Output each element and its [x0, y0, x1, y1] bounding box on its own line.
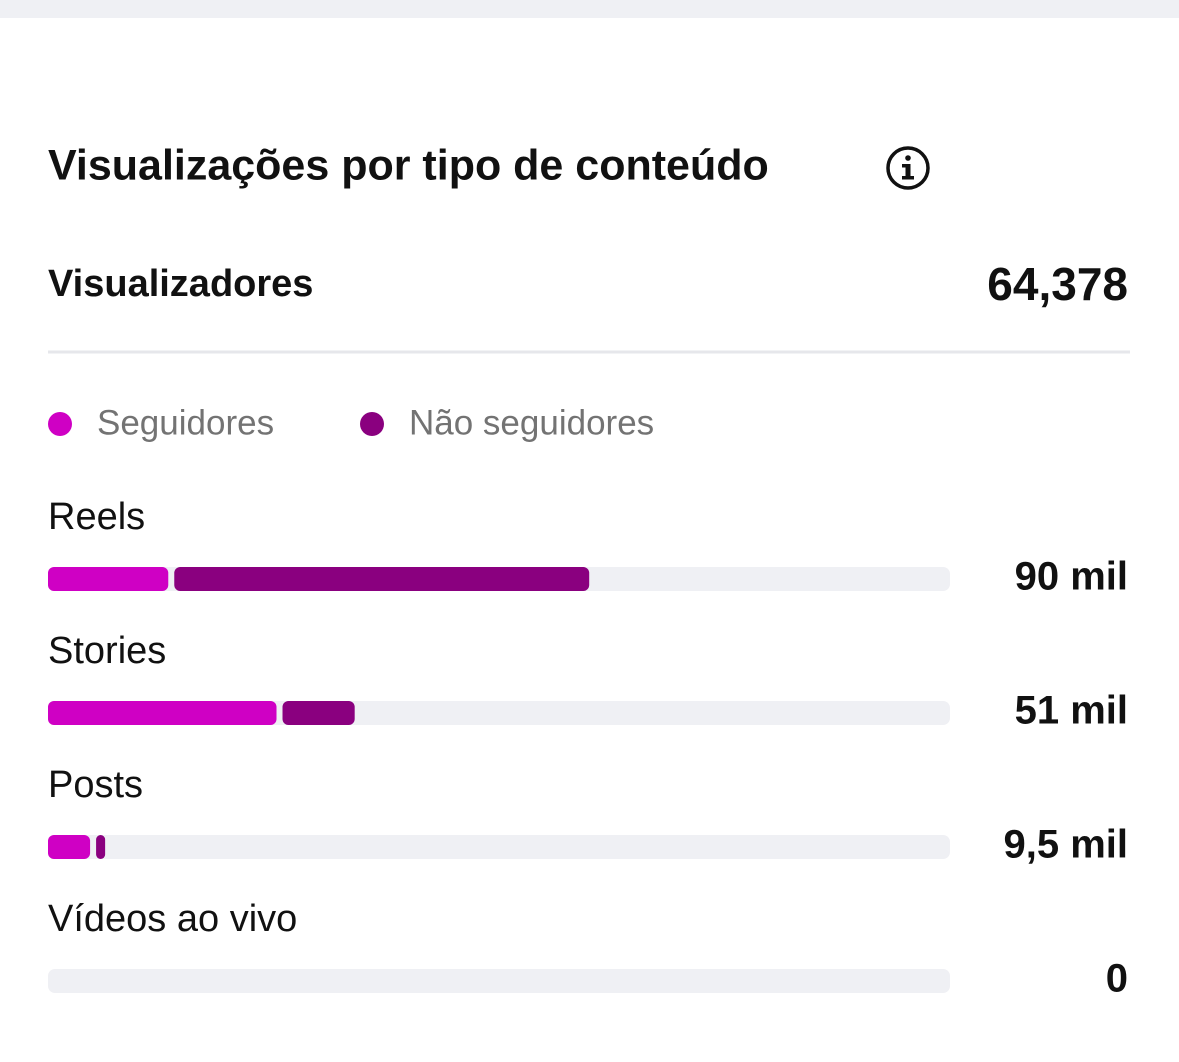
legend-label: Não seguidores — [409, 403, 654, 442]
bar-segment — [48, 835, 91, 859]
category-label: Posts — [48, 764, 143, 806]
total-label: 0 — [1106, 957, 1128, 1001]
category-label: Stories — [48, 630, 166, 672]
legend-dot — [48, 412, 72, 436]
bar-segment — [48, 701, 277, 725]
bar-segment — [282, 701, 355, 725]
summary-label: Visualizadores — [48, 263, 313, 305]
bar-track — [48, 969, 950, 993]
bar-track — [48, 835, 950, 859]
bar-segment — [96, 835, 106, 859]
total-label: 51 mil — [1015, 689, 1128, 733]
bar-segment — [48, 567, 169, 591]
bar-segment — [174, 567, 590, 591]
info-icon[interactable] — [886, 146, 930, 190]
chart-title: Visualizações por tipo de conteúdo — [48, 141, 769, 189]
total-label: 90 mil — [1015, 555, 1128, 599]
category-label: Vídeos ao vivo — [48, 898, 297, 940]
total-label: 9,5 mil — [1003, 823, 1128, 867]
legend-dot — [360, 412, 384, 436]
legend-label: Seguidores — [97, 403, 274, 442]
category-label: Reels — [48, 496, 145, 538]
summary-value: 64,378 — [987, 258, 1128, 310]
top-separator — [0, 0, 1179, 18]
